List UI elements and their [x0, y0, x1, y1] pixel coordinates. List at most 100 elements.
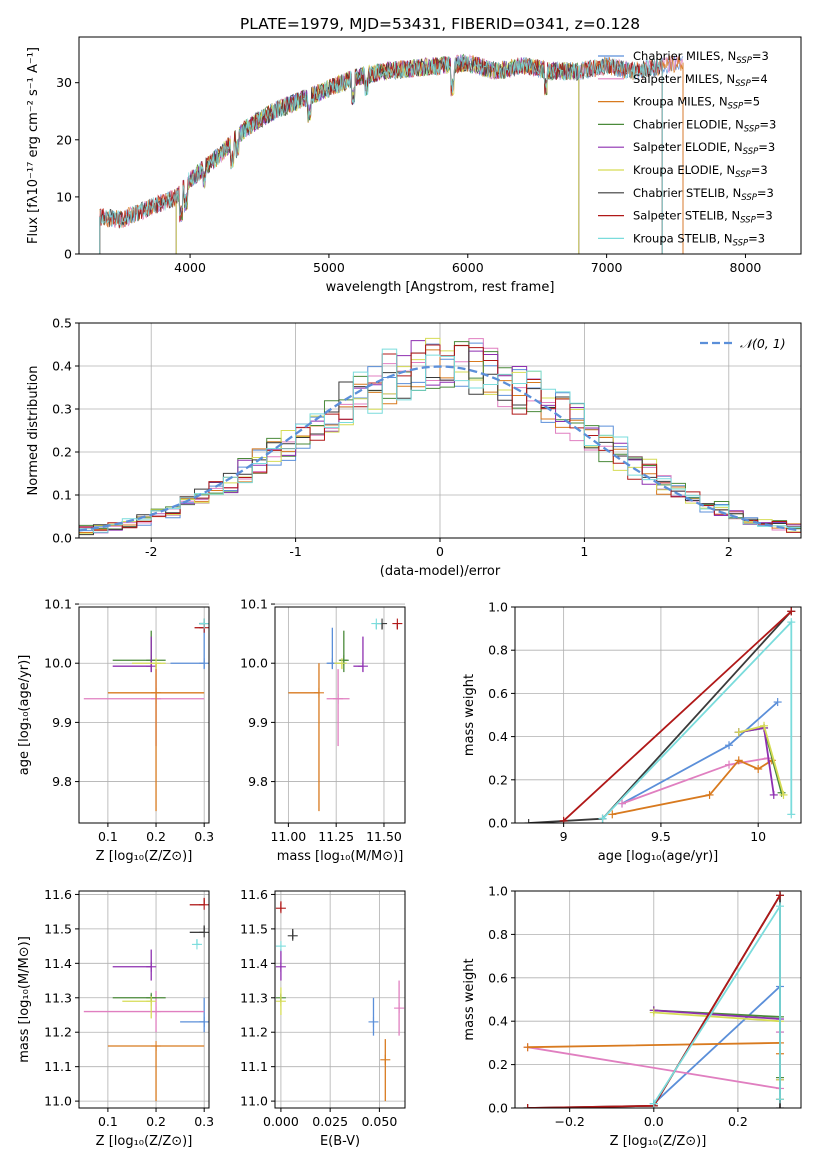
legend-sub: SSP — [736, 56, 752, 66]
histogram-xtick-label: -2 — [145, 544, 157, 559]
histogram-ytick-label: 0.0 — [52, 531, 72, 546]
spectrum-plot-area — [99, 53, 684, 254]
age_vs_Z-ytick-label: 10.0 — [44, 656, 72, 671]
spectrum-edge-3 — [175, 71, 580, 254]
legend-rest: =3 — [756, 209, 773, 223]
hist-step-7 — [79, 344, 801, 533]
normal-curve — [79, 365, 801, 532]
histogram-ytick-label: 0.1 — [52, 488, 72, 503]
mass_vs_ebv-xtick-label: 0.050 — [361, 1114, 397, 1129]
weight_vs_Z-xtick-label: 0.2 — [728, 1114, 748, 1129]
legend-sub: SSP — [735, 170, 751, 180]
spectrum-xtick-label: 7000 — [591, 260, 623, 275]
histogram-plot-area — [79, 337, 801, 536]
age_vs_mass-xtick-label: 11.50 — [366, 829, 402, 844]
age_vs_mass-frame — [274, 606, 406, 824]
weight_vs_Z-frame — [514, 890, 802, 1109]
weight_vs_age-series-7 — [562, 610, 792, 822]
histogram-xlabel: (data-model)/error — [380, 564, 501, 579]
mass_vs_ebv-ytick-label: 11.4 — [240, 956, 268, 971]
age_vs_Z-frame — [78, 606, 210, 824]
spectrum-axes: 4000 5000 6000 7000 8000 0 10 20 30 wavelength [A… — [26, 36, 802, 295]
legend-sub: SSP — [743, 147, 759, 157]
spectrum-line-4 — [175, 54, 580, 216]
age_vs_Z-plot-area — [83, 618, 209, 812]
spectrum-edge-0 — [99, 62, 684, 254]
legend-label-normal: 𝒩(0, 1) — [740, 336, 786, 351]
legend-label: Kroupa MILES, NSSP=5 — [633, 95, 760, 112]
mass_vs_Z-ytick-label: 11.3 — [44, 990, 72, 1005]
mass_vs_Z-ytick-label: 11.4 — [44, 956, 72, 971]
spectrum-legend: Chabrier MILES, NSSP=3 Salpeter MILES, NS… — [598, 49, 776, 248]
age_vs_Z-ytick-label: 9.9 — [52, 715, 72, 730]
mass_vs_Z-ytick-label: 11.0 — [44, 1094, 72, 1109]
spectrum-xtick-label: 4000 — [174, 260, 206, 275]
histogram-ytick-label: 0.3 — [52, 402, 72, 417]
age_vs_Z-ytick-label: 10.1 — [44, 597, 72, 612]
spectrum-edge-5 — [175, 71, 580, 254]
mass_vs_ebv-ytick-label: 11.6 — [240, 887, 268, 902]
spectrum-xlabel: wavelength [Angstrom, rest frame] — [326, 280, 555, 295]
legend-label: Salpeter ELODIE, NSSP=3 — [633, 140, 775, 157]
age_vs_Z-xlabel: Z [log₁₀(Z/Z⊙)] — [96, 849, 193, 864]
spectrum-ylabel: Flux [fλ10⁻¹⁷ erg cm⁻² s⁻¹ A⁻¹] — [26, 47, 41, 244]
weight_vs_age-series-6 — [528, 610, 792, 823]
weight_vs_age-ytick-label: 1.0 — [488, 600, 508, 615]
weight_vs_age-series-8 — [601, 619, 793, 820]
weight_vs_Z-ytick-label: 0.4 — [488, 1014, 508, 1029]
legend-rest: =3 — [751, 163, 768, 177]
age_vs_mass-ytick-label: 10.0 — [240, 656, 268, 671]
age_vs_Z-xtick-label: 0.3 — [194, 829, 214, 844]
mass_vs_ebv-xtick-label: 0.025 — [312, 1114, 348, 1129]
age_vs_mass-xtick-label: 11.00 — [270, 829, 306, 844]
legend-rest: =4 — [751, 72, 768, 86]
age_vs_Z-xtick-label: 0.2 — [146, 829, 166, 844]
weight_vs_Z-ylabel: mass weight — [462, 958, 477, 1040]
legend-rest: =3 — [748, 231, 765, 245]
hist-step-3 — [79, 341, 801, 530]
legend-label: Kroupa STELIB, NSSP=3 — [633, 231, 765, 248]
weight_vs_age-ytick-label: 0.0 — [488, 816, 508, 831]
mass_vs_ebv-axes: 0.000 0.025 0.050 11.0 11.1 11.2 11.3 11.4 11.5 1… — [240, 887, 406, 1149]
legend-sub: SSP — [728, 102, 744, 112]
legend-label: Salpeter MILES, NSSP=4 — [633, 72, 768, 89]
histogram-ytick-label: 0.2 — [52, 445, 72, 460]
mass_vs_Z-axes: 0.1 0.2 0.3 11.0 11.1 11.2 11.3 11.4 11.5 11.6 Z [… — [17, 887, 214, 1149]
mass_vs_Z-ytick-label: 11.5 — [44, 921, 72, 936]
histogram-xtick-label: 0 — [436, 544, 444, 559]
weight_vs_age-ytick-label: 0.6 — [488, 686, 508, 701]
mass_vs_ebv-xlabel: E(B-V) — [320, 1134, 360, 1149]
hist-step-8 — [79, 348, 801, 533]
spectrum-edge-6 — [99, 65, 663, 254]
age_vs_mass-ytick-label: 9.9 — [248, 715, 268, 730]
weight_vs_Z-xtick-label: 0.0 — [644, 1114, 664, 1129]
weight_vs_age-xtick-label: 9 — [560, 829, 568, 844]
figure-title: PLATE=1979, MJD=53431, FIBERID=0341, z=0… — [240, 15, 640, 33]
age_vs_mass-plot-area — [288, 618, 403, 812]
legend-rest: =5 — [743, 95, 760, 109]
histogram-ytick-label: 0.5 — [52, 316, 72, 331]
mass_vs_ebv-ytick-label: 11.3 — [240, 990, 268, 1005]
spectrum-edge-7 — [99, 65, 663, 254]
weight_vs_age-plot-area — [524, 607, 796, 823]
spectrum-xtick-label: 5000 — [313, 260, 345, 275]
histogram-xtick-label: 1 — [580, 544, 588, 559]
weight_vs_Z-ytick-label: 0.8 — [488, 927, 508, 942]
spectrum-edge-8 — [99, 65, 663, 254]
histogram-ytick-label: 0.4 — [52, 359, 72, 374]
weight_vs_age-ylabel: mass weight — [462, 674, 477, 756]
mass_vs_Z-frame — [78, 890, 210, 1109]
legend-rest: =3 — [757, 186, 774, 200]
mass_vs_Z-xtick-label: 0.2 — [146, 1114, 166, 1129]
mass_vs_Z-ytick-label: 11.6 — [44, 887, 72, 902]
age_vs_mass-xlabel: mass [log₁₀(M/M⊙)] — [277, 849, 404, 864]
weight_vs_age-axes: 9 9.5 10 0.0 0.2 0.4 0.6 0.8 1.0 age [log₁₀(age/y… — [462, 600, 802, 864]
legend-label: Chabrier STELIB, NSSP=3 — [633, 186, 774, 203]
age_vs_Z-xtick-label: 0.1 — [98, 829, 118, 844]
mass_vs_ebv-frame — [274, 890, 406, 1109]
age_vs_Z-ytick-label: 9.8 — [52, 774, 72, 789]
weight_vs_age-series-5 — [738, 724, 785, 796]
age_vs_Z-axes: 0.1 0.2 0.3 9.8 9.9 10.0 10.1 Z [log₁₀(Z/Z⊙)] ag… — [17, 597, 214, 864]
weight_vs_age-series-1 — [621, 757, 769, 805]
